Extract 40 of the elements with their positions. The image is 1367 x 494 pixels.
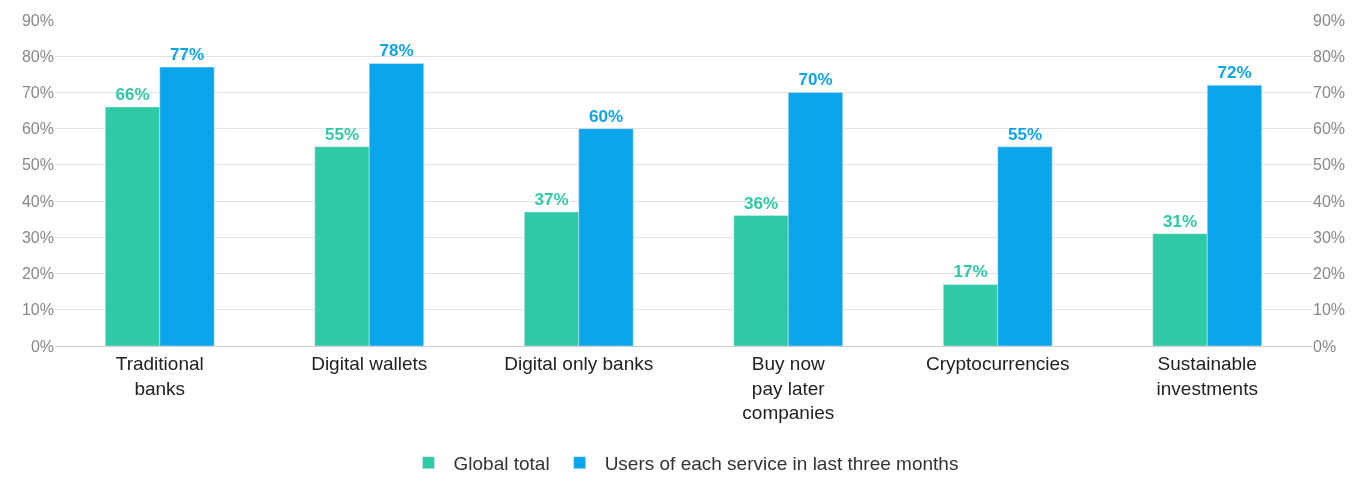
y2-tick-label: 90%: [1313, 11, 1346, 29]
data-label: 17%: [953, 262, 988, 282]
y-tick-label: 0%: [30, 337, 54, 355]
data-label: 77%: [169, 45, 204, 65]
x-tick-label: Buy now pay later companies: [742, 352, 835, 424]
data-label: 66%: [115, 84, 150, 104]
data-label: 60%: [588, 106, 623, 126]
data-label: 31%: [1163, 211, 1198, 231]
y2-tick-label: 70%: [1313, 84, 1346, 102]
data-label: 70%: [798, 70, 833, 90]
x-tick-label: Traditional banks: [115, 352, 204, 399]
data-label: 55%: [325, 124, 360, 144]
y-tick-label: 50%: [21, 156, 54, 174]
y2-tick-label: 80%: [1313, 47, 1346, 65]
y-tick-label: 70%: [21, 84, 54, 102]
y2-tick-label: 0%: [1313, 337, 1337, 355]
x-tick-label: Digital only banks: [504, 352, 654, 374]
data-label: 36%: [744, 193, 779, 213]
y2-tick-label: 20%: [1313, 265, 1346, 283]
data-label: 55%: [1007, 124, 1042, 144]
x-tick-label: Sustainable investments: [1156, 352, 1258, 399]
y2-tick-label: 10%: [1313, 301, 1346, 319]
x-tick-label: Digital wallets: [311, 352, 428, 374]
data-label: 37%: [534, 189, 569, 209]
data-label: 78%: [379, 41, 414, 61]
y-tick-label: 60%: [21, 120, 54, 138]
y-tick-label: 80%: [21, 47, 54, 65]
y-tick-label: 90%: [21, 11, 54, 29]
y-tick-label: 30%: [21, 228, 54, 246]
y-tick-label: 10%: [21, 301, 54, 319]
legend-label: Users of each service in last three months: [604, 453, 959, 475]
y-tick-label: 20%: [21, 265, 54, 283]
y2-tick-label: 40%: [1313, 192, 1346, 210]
data-label: 72%: [1217, 63, 1252, 83]
legend-label: Global total: [453, 453, 550, 475]
y2-tick-label: 60%: [1313, 120, 1346, 138]
y2-tick-label: 50%: [1313, 156, 1346, 174]
y-tick-label: 40%: [21, 192, 54, 210]
x-tick-label: Cryptocurrencies: [925, 352, 1070, 374]
y2-tick-label: 30%: [1313, 228, 1346, 246]
